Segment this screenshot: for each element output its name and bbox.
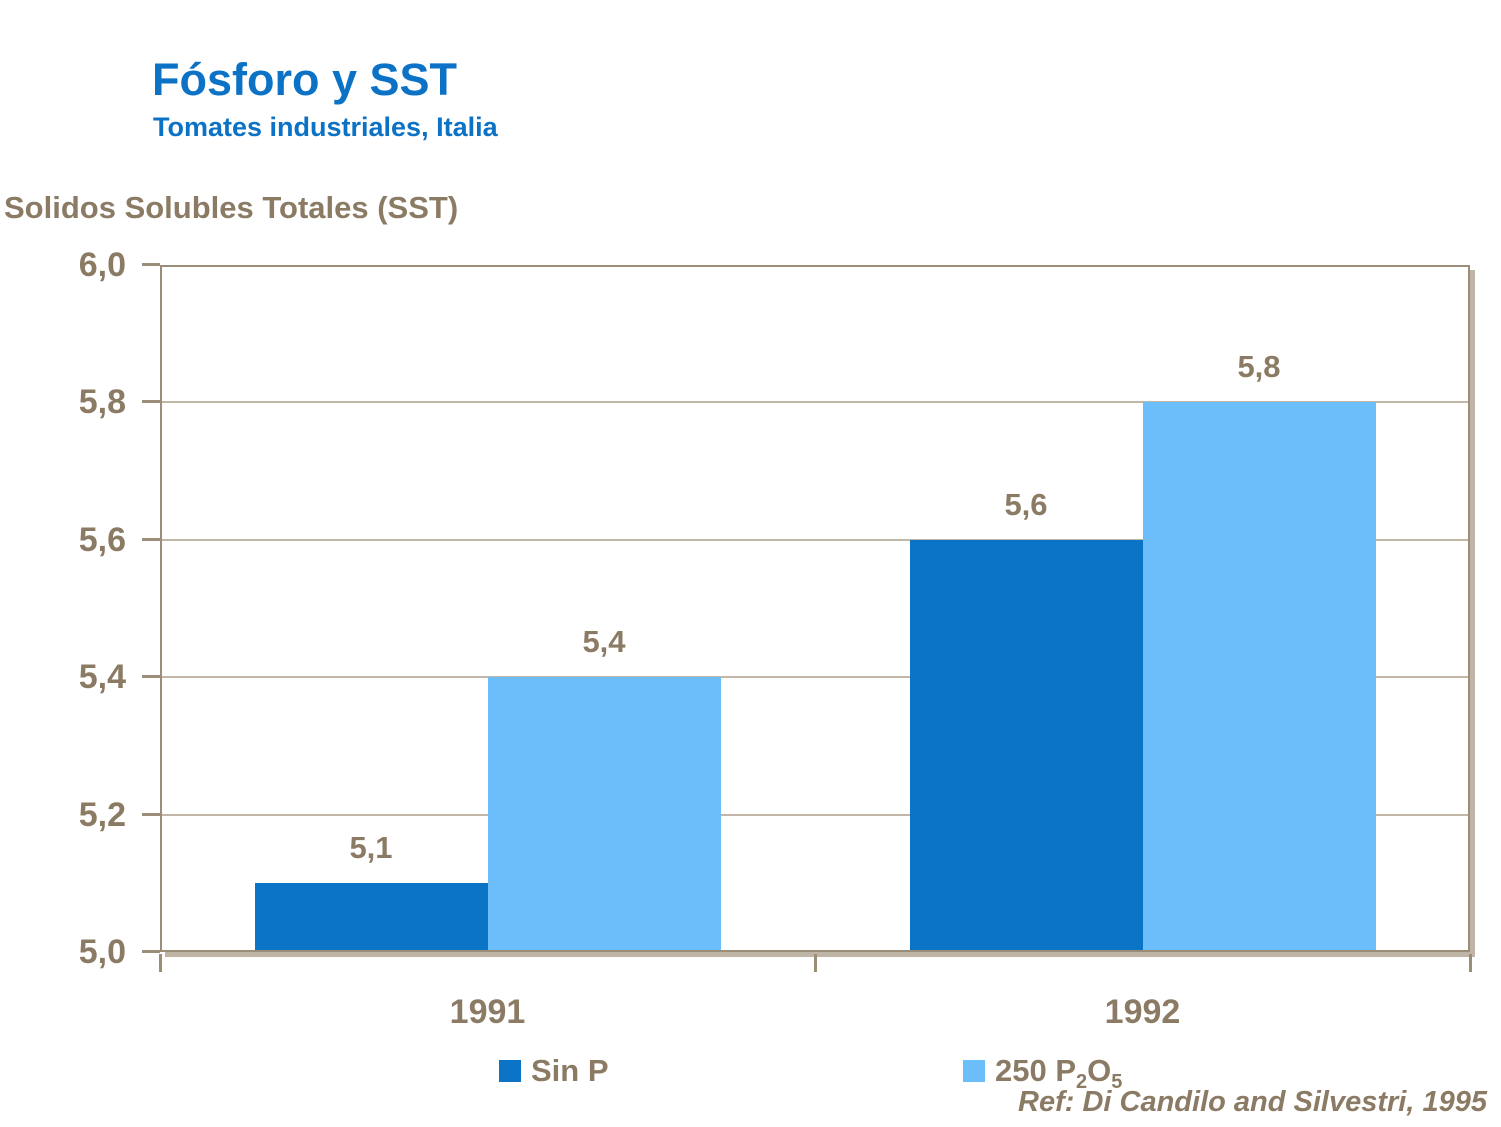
gridline-5,6 [162,538,1468,541]
y-tick-label-5,8: 5,8 [78,383,126,422]
bar-sin-p-1992 [909,539,1143,950]
legend-item-250-p2o5: 250 P2O5 [963,1052,1122,1094]
gridline-5,2 [162,813,1468,816]
y-tick-label-5,6: 5,6 [78,520,126,559]
gridline-5,8 [162,401,1468,404]
legend-item-sin-p: Sin P [499,1052,609,1090]
y-tick-mark [142,400,160,404]
y-tick-label-5,2: 5,2 [78,795,126,834]
legend-swatch-icon [963,1060,985,1082]
y-tick-mark [142,537,160,541]
x-category-label-1991: 1991 [449,993,526,1031]
y-tick-label-6,0: 6,0 [78,246,126,284]
page-title: Fósforo y SST [152,54,458,105]
bar-sin-p-1991 [254,883,488,950]
y-tick-label-5,0: 5,0 [78,933,126,971]
x-tick-mark [814,954,817,972]
y-tick-mark [142,950,160,953]
y-tick-mark [142,812,160,816]
y-tick-mark [142,675,160,679]
legend-label: 250 P2O5 [995,1053,1123,1093]
legend-swatch-icon [499,1060,521,1082]
y-tick-mark [142,263,160,266]
legend-label: Sin P [531,1053,609,1088]
bar-value-label-1992-1: 5,6 [1004,486,1048,522]
y-axis-title: Solidos Solubles Totales (SST) [4,190,459,225]
x-category-label-1992: 1992 [1104,993,1181,1031]
x-tick-mark [1469,954,1472,972]
reference-note: Ref: Di Candilo and Silvestri, 1995 [1018,1086,1487,1118]
bar-value-label-1991-1: 5,1 [349,830,393,866]
bar-250-p2o5-1992 [1142,402,1376,950]
gridline-5,4 [162,676,1468,679]
bar-value-label-1991-2: 5,4 [582,624,626,660]
bar-value-label-1992-2: 5,8 [1237,349,1281,385]
bar-250-p2o5-1991 [487,677,721,950]
x-tick-mark [159,954,162,972]
y-tick-label-5,4: 5,4 [78,658,126,697]
page-subtitle: Tomates industriales, Italia [153,112,498,142]
